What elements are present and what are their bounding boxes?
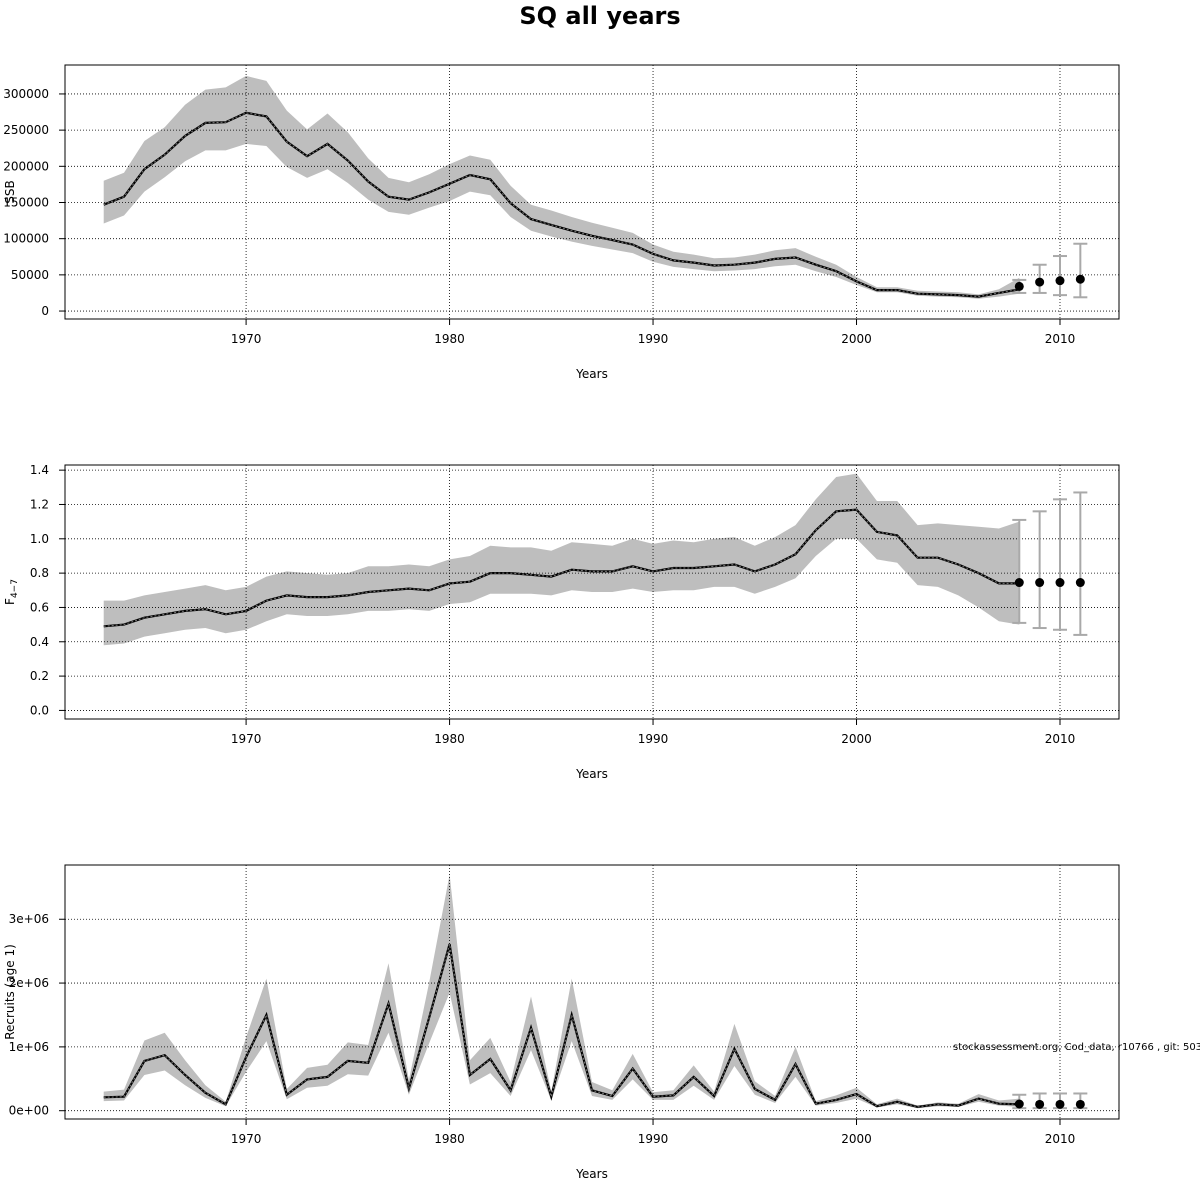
fbar-forecast-2009 — [1032, 510, 1047, 630]
fbar-ylabel-subscript: 4−7 — [10, 579, 20, 598]
fbar-ytick-label-5: 1.0 — [30, 532, 49, 546]
recruits-forecast-2009 — [1032, 1092, 1047, 1110]
ssb-forecast-2008 — [1012, 278, 1027, 294]
fbar-ytick-label-3: 0.6 — [30, 600, 49, 614]
page-title: SQ all years — [519, 2, 681, 30]
ssb-ytick-label-3: 150000 — [3, 195, 49, 209]
fbar-forecast-point-2008 — [1014, 578, 1024, 588]
ssb-ytick-label-4: 200000 — [3, 159, 49, 173]
fbar-forecast-point-2011 — [1075, 578, 1085, 588]
ssb-xtick-label-1990: 1990 — [638, 332, 669, 346]
fbar-confidence-band — [103, 473, 1020, 646]
ssb-forecast-point-2010 — [1055, 276, 1065, 286]
recruits-xtick-label-2010: 2010 — [1045, 1132, 1076, 1146]
recruits-ylabel: Recruits (age 1) — [3, 944, 17, 1040]
fbar-xtick-label-1980: 1980 — [434, 732, 465, 746]
ssb-confidence-band — [103, 75, 1020, 299]
recruits-forecast-2008 — [1012, 1093, 1027, 1110]
fbar-forecast-point-2010 — [1055, 578, 1065, 588]
recruits-xtick-label-1970: 1970 — [231, 1132, 262, 1146]
ssb-ylabel: SSB — [3, 180, 17, 203]
recruits-estimate-line — [103, 943, 1020, 1109]
ssb-ytick-label-0: 0 — [41, 304, 49, 318]
fbar-forecast-point-2009 — [1035, 578, 1045, 588]
footer-note: stockassessment.org, Cod_data, r10766 , … — [953, 1042, 1200, 1053]
ssb-estimate-line-dotted — [103, 112, 1020, 298]
fbar-ytick-label-6: 1.2 — [30, 497, 49, 511]
recruits-ytick-label-2: 2e+06 — [9, 976, 49, 990]
recruits-ytick-label-1: 1e+06 — [9, 1040, 49, 1054]
ssb-forecast-point-2011 — [1075, 274, 1085, 284]
ssb-forecast-2010 — [1052, 255, 1067, 297]
ssb-xtick-label-2010: 2010 — [1045, 332, 1076, 346]
recruits-forecast-2011 — [1073, 1092, 1088, 1110]
fbar-estimate-line-dotted — [103, 509, 1020, 627]
recruits-forecast-point-2011 — [1075, 1099, 1085, 1109]
recruits-forecast-point-2009 — [1035, 1099, 1045, 1109]
fbar-forecast-2011 — [1073, 491, 1088, 636]
recruits-xtick-label-2000: 2000 — [841, 1132, 872, 1146]
ssb-xtick-label-1970: 1970 — [231, 332, 262, 346]
recruits-ytick-label-3: 3e+06 — [9, 912, 49, 926]
recruits-panel: 1970 1980 1990 2000 2010 0e+00 1e+06 2e+06 3e+06… — [3, 864, 1120, 1181]
ssb-ytick-label-2: 100000 — [3, 232, 49, 246]
ssb-panel: 1970 1980 1990 2000 2010 0 50000 100000 150000 20… — [3, 64, 1120, 381]
recruits-confidence-band — [103, 874, 1020, 1109]
fbar-forecast-2010 — [1052, 498, 1067, 631]
fbar-ytick-label-0: 0.0 — [30, 703, 49, 717]
recruits-xlabel: Years — [575, 1167, 608, 1181]
ssb-forecast-2009 — [1032, 263, 1047, 294]
fbar-panel: 1970 1980 1990 2000 2010 0.0 0.2 0.4 0.6 0.8 1.0 1.… — [3, 463, 1120, 781]
fbar-ylabel: F4−7 — [3, 579, 20, 605]
recruits-xtick-label-1990: 1990 — [638, 1132, 669, 1146]
fbar-forecast-2008 — [1012, 518, 1027, 624]
fbar-ytick-label-7: 1.4 — [30, 463, 49, 477]
recruits-xtick-label-1980: 1980 — [434, 1132, 465, 1146]
fbar-plot-frame — [64, 464, 1120, 720]
ssb-forecast-2011 — [1073, 242, 1088, 299]
ssb-ytick-label-6: 300000 — [3, 87, 49, 101]
recruits-estimate-line-dotted — [103, 943, 1020, 1108]
fbar-ytick-label-1: 0.2 — [30, 669, 49, 683]
recruits-ytick-label-0: 0e+00 — [9, 1104, 49, 1118]
fbar-xtick-label-2010: 2010 — [1045, 732, 1076, 746]
ssb-xlabel: Years — [575, 367, 608, 381]
fbar-ytick-label-4: 0.8 — [30, 566, 49, 580]
ssb-forecast-point-2009 — [1035, 277, 1045, 287]
ssb-forecast-point-2008 — [1014, 281, 1024, 291]
recruits-forecast-2010 — [1052, 1092, 1067, 1110]
recruits-forecast-point-2010 — [1055, 1099, 1065, 1109]
fbar-xlabel: Years — [575, 767, 608, 781]
fbar-xtick-label-2000: 2000 — [841, 732, 872, 746]
ssb-ytick-label-1: 50000 — [11, 268, 49, 282]
fbar-xtick-label-1970: 1970 — [231, 732, 262, 746]
ssb-xtick-label-1980: 1980 — [434, 332, 465, 346]
fbar-ytick-label-2: 0.4 — [30, 635, 49, 649]
recruits-forecast-point-2008 — [1014, 1099, 1024, 1109]
ssb-ytick-label-5: 250000 — [3, 123, 49, 137]
ssb-plot-frame — [64, 64, 1120, 320]
ssb-xtick-label-2000: 2000 — [841, 332, 872, 346]
recruits-plot-frame — [64, 864, 1120, 1120]
fbar-xtick-label-1990: 1990 — [638, 732, 669, 746]
